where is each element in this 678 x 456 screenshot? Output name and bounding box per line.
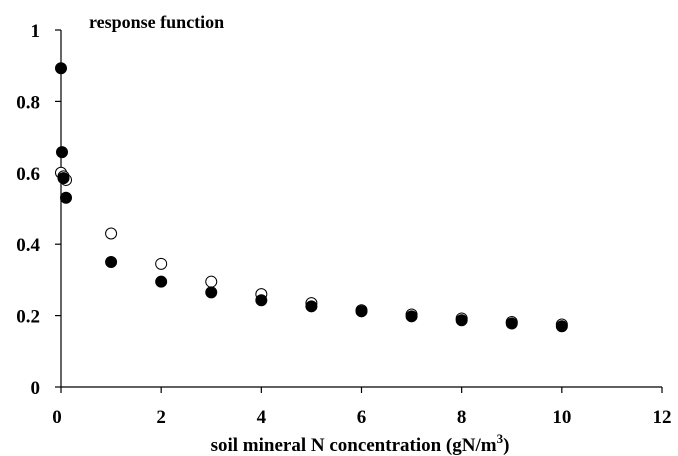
filled-circle-point <box>205 286 218 299</box>
y-tick-label: 0.2 <box>16 307 40 328</box>
x-axis-title-main: soil mineral N concentration (gN/m <box>211 435 497 456</box>
filled-circle-point <box>555 320 568 333</box>
open-circle-point <box>205 275 218 288</box>
filled-circle-point <box>57 172 70 185</box>
x-tick-label: 12 <box>653 407 672 428</box>
filled-circle-point <box>55 62 67 75</box>
y-tick-label: 0.6 <box>16 164 40 185</box>
x-axis-title: soil mineral N concentration (gN/m3) <box>211 431 510 456</box>
filled-circle-point <box>105 256 118 269</box>
x-axis-title-suffix: ) <box>503 435 509 456</box>
filled-circle-point <box>455 314 468 327</box>
x-tick-label: 2 <box>156 407 166 428</box>
x-tick-label: 6 <box>357 407 367 428</box>
chart-title: response function <box>89 12 224 32</box>
x-tick-label: 8 <box>457 407 467 428</box>
filled-circle-point <box>56 146 69 159</box>
filled-circle-point <box>355 305 368 318</box>
x-tick-label: 4 <box>257 407 267 428</box>
y-tick-label: 0 <box>31 378 41 399</box>
open-circle-point <box>105 227 118 240</box>
open-circle-point <box>155 257 168 270</box>
axes <box>60 30 662 388</box>
y-tick-label: 0.8 <box>16 92 40 113</box>
filled-circle-point <box>505 317 518 330</box>
y-tick-label: 1 <box>31 21 41 42</box>
data-points <box>55 62 568 333</box>
filled-circle-point <box>155 275 168 288</box>
y-ticks: 0 0.2 0.4 0.6 0.8 1 <box>16 21 61 399</box>
x-tick-label: 0 <box>52 407 62 428</box>
filled-circle-point <box>255 294 268 307</box>
filled-circle-point <box>305 300 318 313</box>
filled-circle-point <box>405 310 418 323</box>
x-ticks: 0 2 4 6 8 10 12 <box>52 387 672 428</box>
filled-circle-point <box>60 191 73 204</box>
y-tick-label: 0.4 <box>16 235 40 256</box>
x-axis-title-superscript: 3 <box>497 431 504 446</box>
x-tick-label: 10 <box>552 407 571 428</box>
